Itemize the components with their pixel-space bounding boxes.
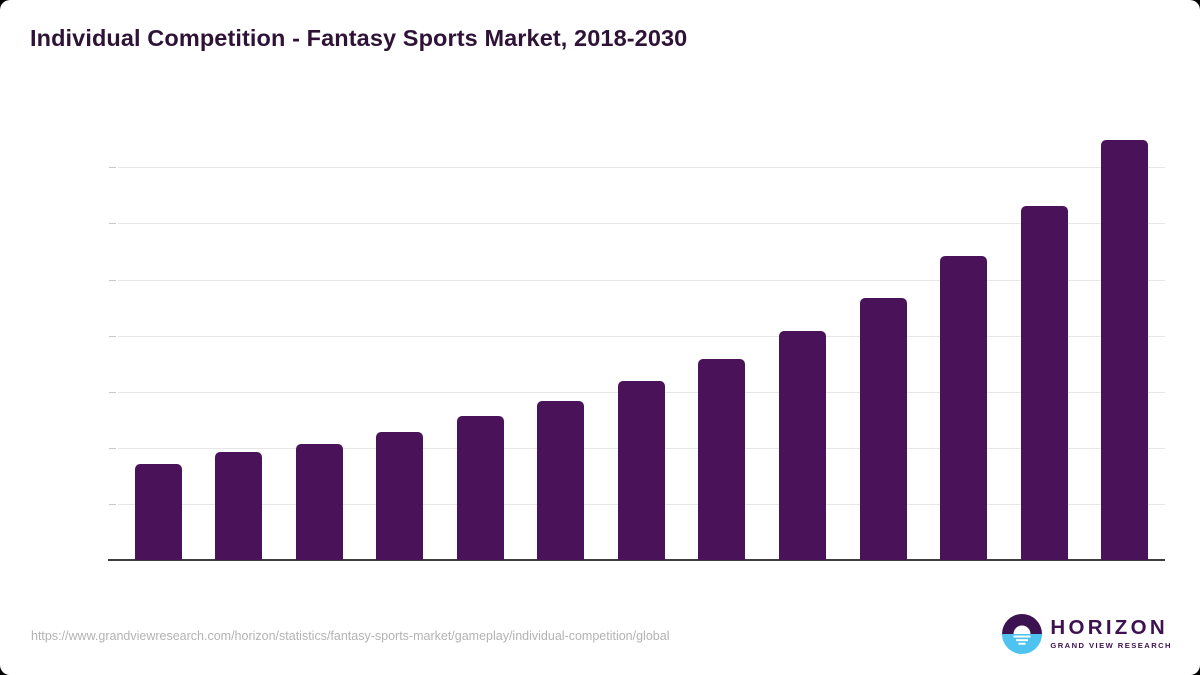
bar[interactable]	[376, 432, 424, 560]
bar-slot	[682, 140, 763, 560]
bar-slot	[440, 140, 521, 560]
horizon-logo-text: HORIZON GRAND VIEW RESEARCH	[1050, 615, 1172, 651]
y-tick-mark	[109, 223, 116, 225]
bar[interactable]	[134, 463, 182, 560]
y-tick-mark	[109, 447, 116, 449]
x-axis-line	[108, 559, 1165, 561]
logo-wordmark: HORIZON	[1050, 615, 1168, 639]
gridline	[118, 335, 1165, 337]
bar[interactable]	[1101, 140, 1149, 560]
y-tick-mark	[109, 335, 116, 337]
y-tick-mark	[109, 503, 116, 505]
gridline	[118, 167, 1165, 169]
bar-slot	[1004, 140, 1085, 560]
source-url[interactable]: https://www.grandviewresearch.com/horizo…	[31, 629, 670, 643]
bar-slot	[601, 140, 682, 560]
horizon-logo-icon	[1002, 614, 1043, 654]
bar[interactable]	[295, 444, 343, 560]
logo-tagline: GRAND VIEW RESEARCH	[1050, 641, 1172, 651]
horizon-logo[interactable]: HORIZON GRAND VIEW RESEARCH	[1002, 613, 1172, 655]
bar-series	[118, 140, 1165, 560]
plot-area: 02.5k5k7.5k10k12.5k15k17.5k 201820192020…	[108, 140, 1165, 561]
bar[interactable]	[698, 358, 746, 560]
gridline	[118, 279, 1165, 281]
y-tick-mark	[109, 279, 116, 281]
bar[interactable]	[1020, 205, 1068, 560]
bar-slot	[279, 140, 360, 560]
y-tick-mark	[109, 167, 116, 169]
bar[interactable]	[215, 452, 263, 560]
bar-slot	[923, 140, 1004, 560]
y-tick-mark	[109, 391, 116, 393]
bar-slot	[360, 140, 441, 560]
bar[interactable]	[779, 331, 827, 560]
bar-slot	[843, 140, 924, 560]
bar-slot	[199, 140, 280, 560]
bar[interactable]	[617, 380, 665, 560]
bar-slot	[118, 140, 199, 560]
bar[interactable]	[537, 400, 585, 560]
bar-slot	[521, 140, 602, 560]
gridline	[118, 223, 1165, 225]
page-title: Individual Competition - Fantasy Sports …	[30, 25, 688, 51]
bar[interactable]	[456, 415, 504, 560]
bar[interactable]	[859, 297, 907, 560]
bar-slot	[762, 140, 843, 560]
bar-slot	[1084, 140, 1165, 560]
bar[interactable]	[940, 255, 988, 560]
